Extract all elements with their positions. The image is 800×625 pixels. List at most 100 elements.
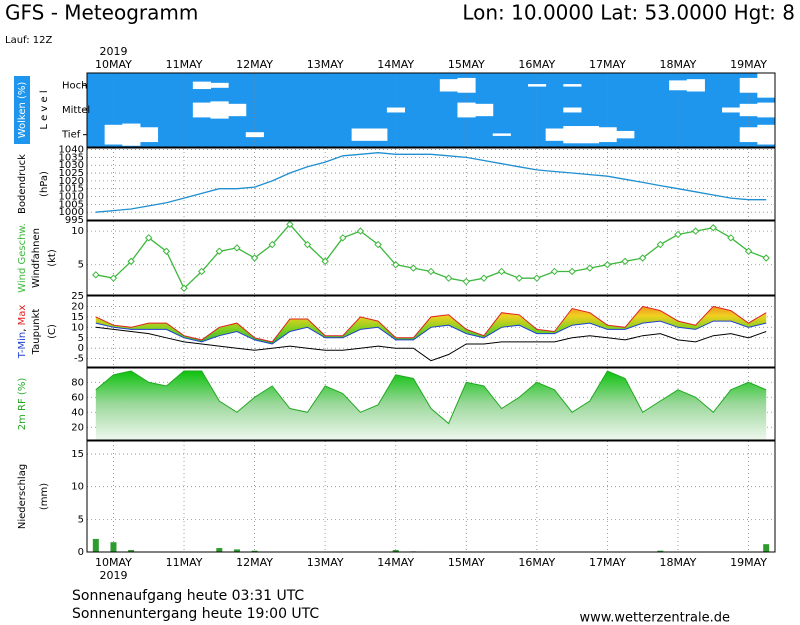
bar (216, 548, 223, 552)
marker (286, 220, 294, 229)
cloud-cell (192, 102, 211, 118)
date-label: 15MAY (448, 556, 485, 569)
y-tick-label: 5 (78, 514, 84, 525)
axis-label: (kt) (47, 249, 58, 267)
marker (709, 224, 717, 232)
date-label: 19MAY (730, 556, 767, 569)
panel-border (86, 72, 776, 148)
cloud-cell (669, 80, 688, 91)
marker (727, 234, 735, 242)
marker (444, 274, 453, 282)
data-line (95, 152, 767, 213)
marker (480, 274, 488, 282)
cloud-cell (457, 77, 476, 93)
axis-label: Bodendruck (17, 154, 28, 214)
marker (339, 234, 347, 242)
marker (180, 284, 188, 292)
level-label: Hoch (62, 80, 87, 91)
axis-label-part: Taupunkt (31, 309, 42, 356)
axis-label-part: 2m RF (%) (17, 378, 28, 431)
axis-label-part: Wind Geschw. (17, 223, 28, 293)
marker (744, 247, 753, 255)
y-tick-label: 40 (71, 407, 84, 418)
axis-label-part: Niederschlag (17, 464, 28, 529)
bar (110, 542, 117, 552)
panel-border (86, 220, 776, 296)
level-label: Tief (61, 130, 81, 141)
y-tick-label: 995 (65, 215, 84, 226)
cloud-cell (492, 133, 511, 136)
date-label: 18MAY (660, 556, 697, 569)
axis-label-part: L e v e l (39, 90, 50, 129)
bar (763, 544, 770, 552)
cloud-cell (722, 107, 741, 113)
y-tick-label: 5 (78, 333, 84, 344)
year-label: 2019 (99, 569, 127, 582)
level-label: Mittel (62, 105, 90, 116)
marker (656, 240, 665, 249)
date-label: 10MAY (95, 58, 132, 71)
y-tick-label: 25 (71, 291, 84, 302)
y-tick-label: 0 (78, 547, 84, 558)
y-tick-label: 1005 (59, 199, 84, 210)
marker (392, 261, 400, 269)
panel-background (87, 296, 775, 367)
sunset: Sonnenuntergang heute 19:00 UTC (72, 606, 319, 622)
y-tick-label: 1000 (59, 207, 84, 218)
area-fill (95, 371, 767, 440)
data-line (95, 370, 767, 425)
data-line (95, 326, 767, 362)
axis-label: Wind Geschw. (17, 223, 28, 293)
axis-label-part: Windfahnen (31, 228, 42, 288)
location: Lon: 10.0000 Lat: 53.0000 Hgt: 8 (462, 1, 795, 25)
cloud-cell (192, 81, 211, 90)
cloud-cell (139, 127, 159, 143)
y-tick-label: 80 (71, 377, 84, 388)
marker (127, 257, 135, 266)
y-tick-label: 0 (78, 343, 84, 354)
panel-background (87, 221, 775, 295)
cloud-cell (369, 128, 388, 141)
marker (162, 247, 171, 255)
marker (321, 257, 329, 266)
data-line (95, 320, 767, 345)
bar (392, 550, 399, 552)
axis-label-part: Bodendruck (17, 154, 28, 214)
date-label: 18MAY (660, 58, 697, 71)
cloud-cell (210, 101, 229, 119)
date-label: 15MAY (448, 58, 485, 71)
axis-label-part: (mm) (39, 483, 50, 510)
cloud-cell (439, 79, 458, 92)
y-tick-label: 10 (71, 322, 84, 333)
y-tick-label: 1025 (59, 168, 84, 179)
panel-background (87, 148, 775, 220)
cloud-cell (475, 103, 494, 117)
axis-label: L e v e l (39, 90, 50, 129)
cloud-cell (228, 103, 247, 117)
date-label: 13MAY (307, 556, 344, 569)
date-label: 12MAY (236, 556, 273, 569)
axis-label: Niederschlag (17, 464, 28, 529)
cloud-cell (528, 84, 547, 87)
date-label: 14MAY (377, 58, 414, 71)
y-tick-label: 1015 (59, 184, 84, 195)
marker (638, 254, 647, 262)
axis-label: (hPa) (39, 171, 50, 197)
year-label: 2019 (99, 45, 127, 58)
marker (409, 264, 418, 272)
cloud-cell (757, 102, 776, 118)
date-label: 12MAY (236, 58, 273, 71)
cloud-cell (457, 102, 476, 118)
cloud-cell (757, 124, 776, 145)
marker (250, 254, 259, 262)
axis-label-part: , (17, 325, 28, 331)
cloud-cell (351, 128, 370, 141)
y-tick-label: 1020 (59, 176, 84, 187)
y-tick-label: 1035 (59, 152, 84, 163)
cloud-cell (563, 107, 582, 113)
source: www.wetterzentrale.de (580, 611, 730, 625)
marker (356, 227, 365, 235)
cloud-cell (616, 130, 635, 139)
marker (233, 244, 241, 252)
